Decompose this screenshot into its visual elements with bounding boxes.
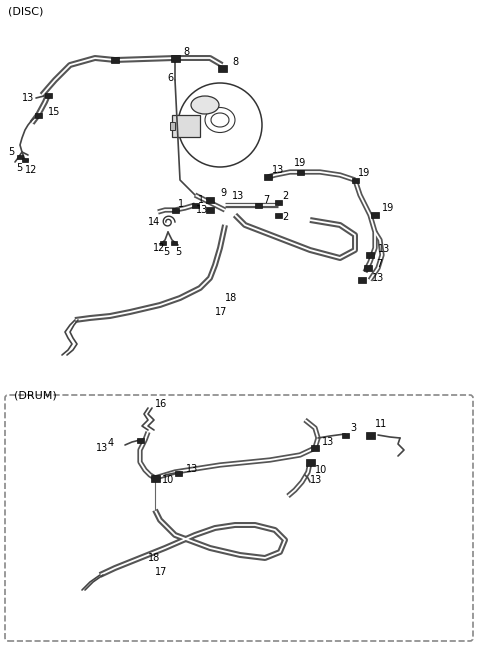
Bar xyxy=(170,122,175,130)
Text: 19: 19 xyxy=(294,158,306,168)
Text: 15: 15 xyxy=(48,107,60,117)
Bar xyxy=(192,203,199,207)
Text: 6: 6 xyxy=(167,73,173,83)
Bar xyxy=(172,115,200,137)
Bar xyxy=(305,458,314,466)
Text: 12: 12 xyxy=(25,165,37,175)
Text: 19: 19 xyxy=(358,168,370,178)
Text: 18: 18 xyxy=(148,553,160,563)
Text: 10: 10 xyxy=(162,475,174,485)
Bar xyxy=(206,197,214,203)
Text: 2: 2 xyxy=(282,191,288,201)
Text: 13: 13 xyxy=(232,191,244,201)
Bar xyxy=(22,158,28,162)
Text: 4: 4 xyxy=(108,438,114,448)
Bar xyxy=(264,174,272,180)
Text: 12: 12 xyxy=(153,243,166,253)
Bar xyxy=(297,170,303,175)
Bar xyxy=(351,177,359,183)
Text: 13: 13 xyxy=(378,244,390,254)
Text: 13: 13 xyxy=(372,273,384,283)
Text: 13: 13 xyxy=(96,443,108,453)
Bar xyxy=(160,241,166,245)
Text: 13: 13 xyxy=(310,475,322,485)
Bar xyxy=(254,203,262,207)
Text: 5: 5 xyxy=(175,247,181,257)
Bar xyxy=(171,207,179,213)
Text: 13: 13 xyxy=(322,437,334,447)
Text: 13: 13 xyxy=(22,93,34,103)
Text: 8: 8 xyxy=(232,57,238,67)
Bar xyxy=(371,212,379,218)
Text: 9: 9 xyxy=(220,188,226,198)
Bar xyxy=(151,475,159,481)
Text: 7: 7 xyxy=(376,259,382,269)
Text: 1: 1 xyxy=(198,195,204,205)
Text: 2: 2 xyxy=(282,212,288,222)
Bar xyxy=(111,57,119,63)
Text: 1: 1 xyxy=(178,199,184,209)
Bar xyxy=(171,241,177,245)
Text: 18: 18 xyxy=(225,293,237,303)
Bar xyxy=(170,55,180,61)
Bar xyxy=(275,200,281,205)
Bar xyxy=(275,213,281,218)
Text: 5: 5 xyxy=(16,163,22,173)
Text: 5: 5 xyxy=(163,247,169,257)
Text: 13: 13 xyxy=(272,165,284,175)
Bar xyxy=(365,432,374,439)
Text: 7: 7 xyxy=(263,195,269,205)
Text: 19: 19 xyxy=(382,203,394,213)
Bar xyxy=(35,113,41,117)
Bar xyxy=(45,93,51,98)
Text: (DISC): (DISC) xyxy=(8,7,43,17)
Text: 13: 13 xyxy=(186,464,198,474)
Text: 5: 5 xyxy=(8,147,14,157)
Bar xyxy=(358,277,366,283)
Bar xyxy=(206,207,214,213)
Bar xyxy=(136,437,144,443)
Text: 8: 8 xyxy=(183,47,189,57)
Text: 17: 17 xyxy=(155,567,168,577)
Ellipse shape xyxy=(191,96,219,114)
Text: 16: 16 xyxy=(155,399,167,409)
Bar xyxy=(364,265,372,271)
Bar xyxy=(341,432,348,437)
Bar xyxy=(17,155,23,159)
Text: 17: 17 xyxy=(215,307,228,317)
Bar xyxy=(217,65,227,72)
Text: 10: 10 xyxy=(315,465,327,475)
Bar xyxy=(175,471,181,475)
Text: (DRUM): (DRUM) xyxy=(14,390,57,400)
Text: 3: 3 xyxy=(350,423,356,433)
Bar xyxy=(366,252,374,258)
Bar xyxy=(311,445,319,451)
Text: 14: 14 xyxy=(148,217,160,227)
Text: 13: 13 xyxy=(196,205,208,215)
Text: 11: 11 xyxy=(375,419,387,429)
